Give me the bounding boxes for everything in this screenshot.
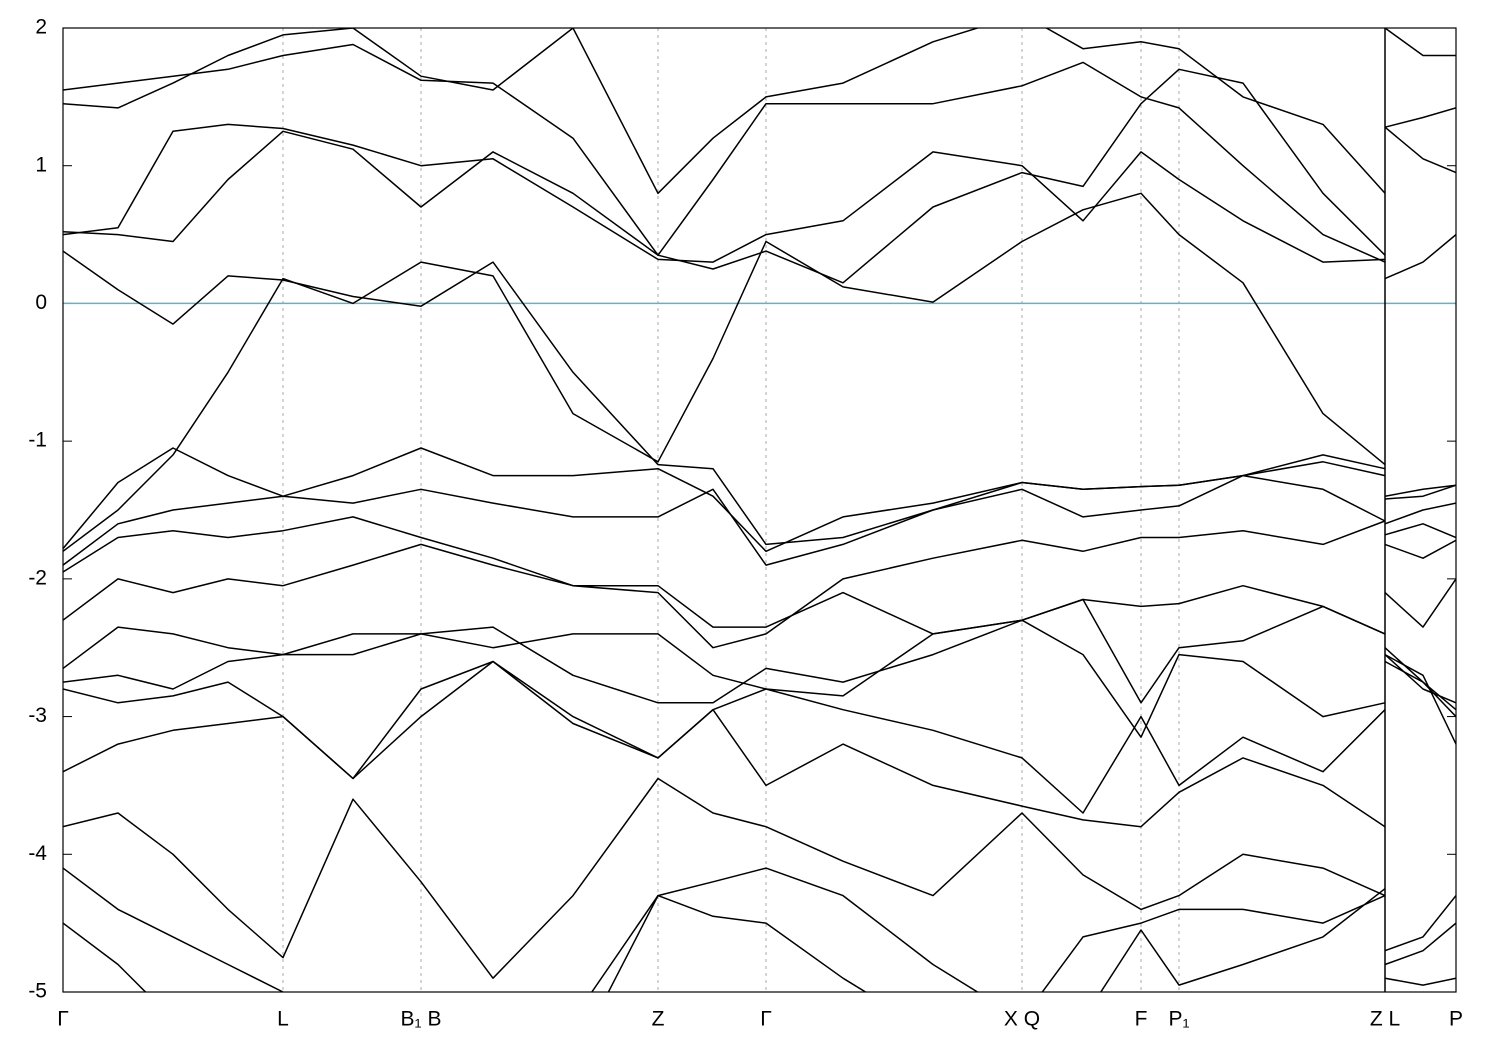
band [63,516,1456,649]
y-tick-label: -5 [28,980,47,1003]
band [63,867,1456,992]
plot-frame [62,27,1457,993]
y-tick-label: 0 [35,291,47,314]
band [63,660,1456,828]
x-tick-label: Γ [760,1008,772,1031]
y-tick-label: -3 [28,704,47,727]
band [63,598,1456,704]
band [63,447,1456,566]
x-tick-label: X Q [1004,1008,1040,1031]
x-tick-label: P₁ [1168,1008,1189,1031]
x-tick-label: F [1135,1008,1148,1031]
x-tick-label: Γ [57,1008,69,1031]
band [63,192,1456,552]
band [63,888,1456,992]
y-tick-label: -4 [28,842,47,865]
y-tick-label: -2 [28,566,47,589]
x-tick-label: L [277,1008,289,1031]
band [63,123,1456,263]
band [63,68,1456,284]
band [63,777,1456,979]
band [63,543,1456,635]
x-tick-label: Z L [1370,1008,1400,1031]
y-tick-label: 2 [35,16,47,39]
y-tick-label: 1 [35,153,47,176]
band [63,28,1456,195]
band [63,43,1456,263]
band [63,447,1456,566]
y-tick-label: -1 [28,429,47,452]
x-tick-label: B₁ B [401,1008,442,1031]
x-tick-label: P [1449,1008,1463,1031]
bands [63,28,1456,992]
labels: 2 1 0 -1 -2 -3 -4 -5 Γ L B₁ B Z Γ X Q F P₁ Z L P [28,16,1463,1031]
x-tick-label: Z [652,1008,665,1031]
